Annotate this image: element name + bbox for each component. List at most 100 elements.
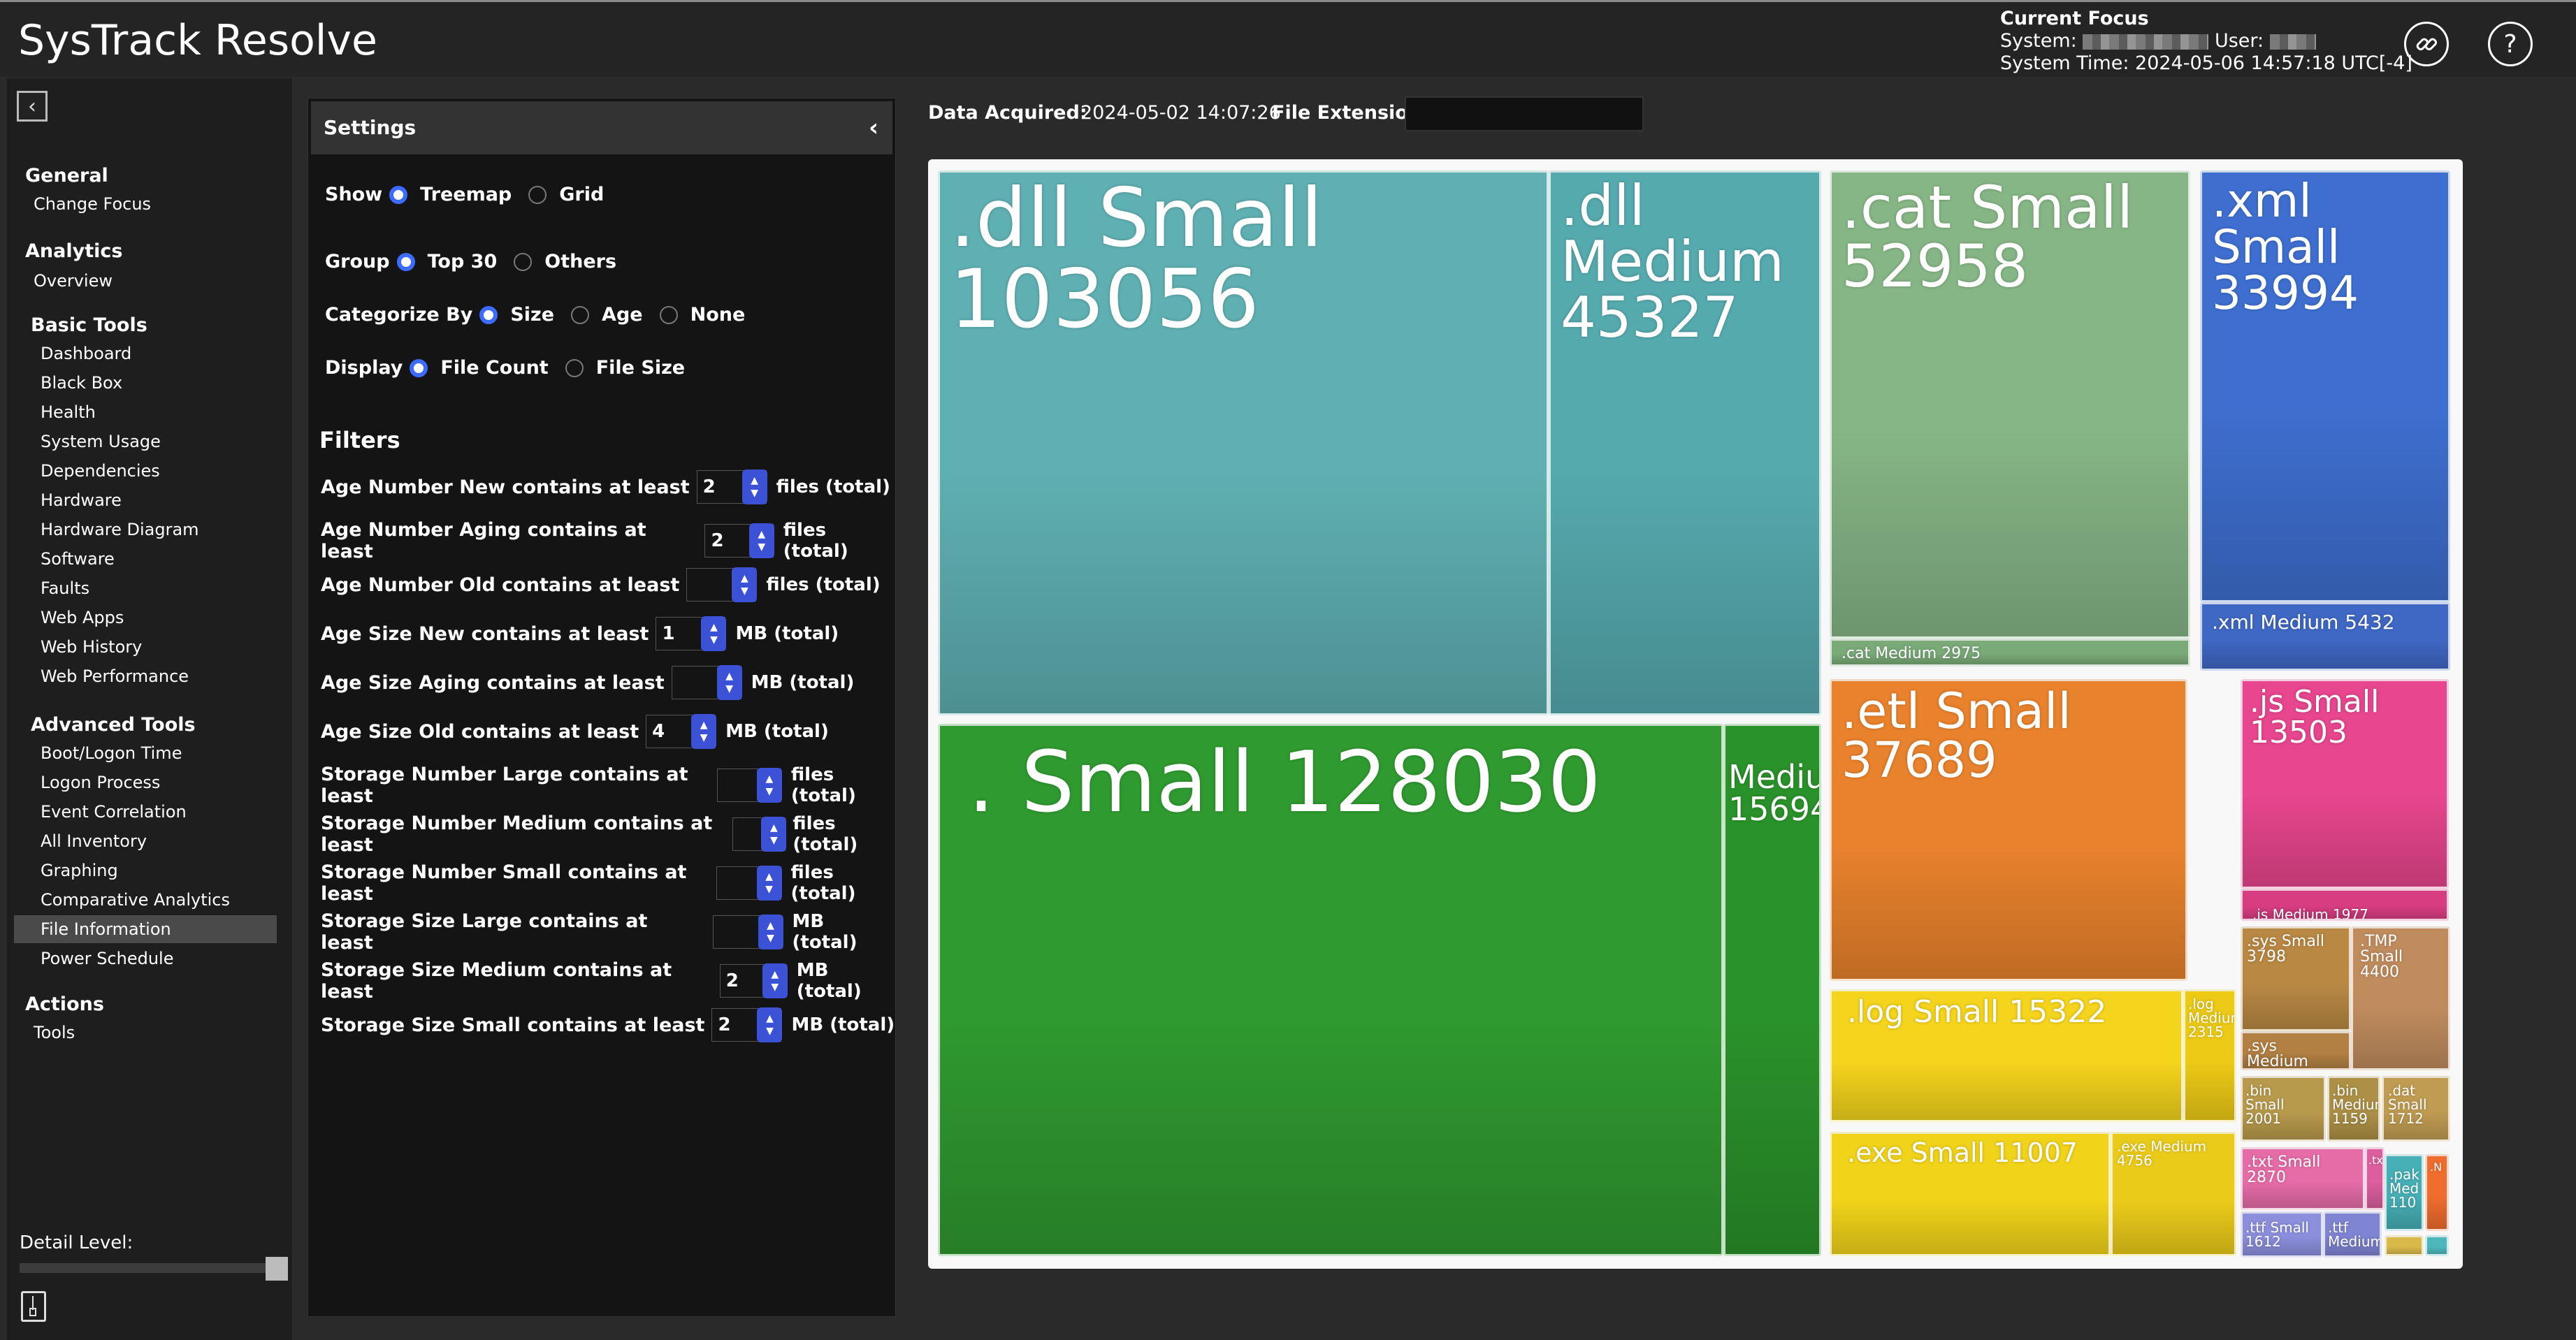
nav-item-graphing[interactable]: Graphing bbox=[41, 861, 118, 880]
filter-value[interactable]: 1 bbox=[662, 623, 675, 644]
filter-number-input[interactable]: 2 ▲ ▼ bbox=[719, 963, 788, 998]
treemap-tile[interactable]: .dat Small 1712 bbox=[2382, 1076, 2450, 1142]
filter-value[interactable]: 2 bbox=[718, 1014, 731, 1035]
treemap-tile[interactable]: . Small 128030 bbox=[938, 724, 1723, 1256]
filter-number-input[interactable]: ▲ ▼ bbox=[686, 567, 758, 602]
filter-value[interactable]: 2 bbox=[702, 476, 716, 497]
slider-thumb[interactable] bbox=[266, 1257, 288, 1281]
treemap-tile[interactable]: Mediu 15694 bbox=[1723, 724, 1821, 1256]
treemap-tile[interactable] bbox=[2385, 1235, 2424, 1256]
group-option-top-30[interactable]: Top 30 bbox=[427, 251, 498, 272]
treemap-tile[interactable]: .TMP Small 4400 bbox=[2351, 926, 2450, 1070]
treemap-tile[interactable]: .sys Medium bbox=[2241, 1031, 2351, 1070]
filter-number-input[interactable]: ▲ ▼ bbox=[712, 915, 783, 949]
treemap-tile[interactable]: .xml Small 33994 bbox=[2200, 170, 2450, 602]
nav-item-hardware[interactable]: Hardware bbox=[41, 490, 122, 510]
treemap-tile[interactable]: .js Medium 1977 bbox=[2241, 889, 2449, 921]
spinner-arrows-icon[interactable]: ▲ ▼ bbox=[716, 665, 742, 700]
treemap-tile[interactable]: .cat Medium 2975 bbox=[1830, 639, 2190, 667]
treemap-tile[interactable]: .exe Small 11007 bbox=[1830, 1132, 2111, 1256]
treemap-tile[interactable]: .N bbox=[2425, 1154, 2449, 1231]
settings-header[interactable]: Settings ‹ bbox=[311, 101, 892, 154]
spinner-arrows-icon[interactable]: ▲ ▼ bbox=[756, 866, 782, 901]
filter-number-input[interactable]: 2 ▲ ▼ bbox=[711, 1007, 783, 1042]
nav-item-overview[interactable]: Overview bbox=[34, 271, 113, 291]
filter-number-input[interactable]: ▲ ▼ bbox=[732, 817, 787, 852]
radio-top-30[interactable] bbox=[396, 252, 415, 271]
spinner-arrows-icon[interactable]: ▲ ▼ bbox=[701, 616, 727, 651]
spinner-arrows-icon[interactable]: ▲ ▼ bbox=[732, 567, 758, 602]
radio-others[interactable] bbox=[514, 252, 533, 271]
treemap-tile[interactable]: .dll Medium 45327 bbox=[1549, 170, 1821, 715]
nav-item-dashboard[interactable]: Dashboard bbox=[41, 344, 132, 363]
radio-file-size[interactable] bbox=[565, 358, 584, 377]
treemap-tile[interactable]: .ttf Small 1612 bbox=[2241, 1211, 2323, 1258]
nav-item-boot-logon-time[interactable]: Boot/Logon Time bbox=[41, 743, 182, 763]
treemap-tile[interactable]: .bin Medium 1159 bbox=[2327, 1076, 2380, 1142]
treemap-tile[interactable]: .js Small 13503 bbox=[2241, 679, 2449, 889]
nav-item-dependencies[interactable]: Dependencies bbox=[41, 461, 160, 481]
file-extension-input[interactable] bbox=[1405, 96, 1644, 131]
link-icon[interactable] bbox=[2404, 22, 2449, 66]
treemap-tile[interactable]: .log Medium 2315 bbox=[2183, 989, 2236, 1122]
categorize-option-age[interactable]: Age bbox=[602, 304, 643, 326]
treemap-tile[interactable] bbox=[2425, 1235, 2449, 1256]
spinner-arrows-icon[interactable]: ▲ ▼ bbox=[761, 817, 787, 852]
collapse-nav-button[interactable]: ‹ bbox=[17, 91, 48, 122]
treemap-tile[interactable]: .pak Med 110 bbox=[2385, 1154, 2424, 1231]
treemap-tile[interactable]: .xml Medium 5432 bbox=[2200, 602, 2450, 671]
treemap-tile[interactable]: .dll Small 103056 bbox=[938, 170, 1549, 715]
radio-none[interactable] bbox=[659, 305, 678, 324]
display-option-file-count[interactable]: File Count bbox=[440, 357, 549, 379]
nav-item-file-information[interactable]: File Information bbox=[14, 915, 277, 943]
spinner-arrows-icon[interactable]: ▲ ▼ bbox=[748, 523, 774, 558]
treemap-tile[interactable]: .txt Small 2870 bbox=[2241, 1147, 2365, 1210]
nav-item-power-schedule[interactable]: Power Schedule bbox=[41, 949, 174, 968]
nav-item-all-inventory[interactable]: All Inventory bbox=[41, 831, 147, 851]
treemap-tile[interactable]: .cat Small 52958 bbox=[1830, 170, 2190, 639]
nav-item-event-correlation[interactable]: Event Correlation bbox=[41, 802, 187, 822]
show-option-grid[interactable]: Grid bbox=[559, 184, 605, 205]
treemap-tile[interactable]: .log Small 15322 bbox=[1830, 989, 2183, 1122]
filter-number-input[interactable]: 4 ▲ ▼ bbox=[646, 714, 717, 749]
spinner-arrows-icon[interactable]: ▲ ▼ bbox=[762, 963, 788, 998]
spinner-arrows-icon[interactable]: ▲ ▼ bbox=[691, 714, 717, 749]
treemap-tile[interactable]: .etl Small 37689 bbox=[1830, 679, 2187, 981]
nav-item-health[interactable]: Health bbox=[41, 402, 96, 422]
spinner-arrows-icon[interactable]: ▲ ▼ bbox=[758, 915, 783, 949]
nav-item-logon-process[interactable]: Logon Process bbox=[41, 773, 161, 792]
categorize-option-size[interactable]: Size bbox=[510, 304, 555, 326]
filter-number-input[interactable]: 2 ▲ ▼ bbox=[696, 469, 767, 504]
treemap-tile[interactable]: .ttf Medium bbox=[2323, 1211, 2382, 1258]
radio-file-count[interactable] bbox=[410, 358, 428, 377]
spinner-arrows-icon[interactable]: ▲ ▼ bbox=[741, 469, 767, 504]
filter-number-input[interactable]: ▲ ▼ bbox=[671, 665, 742, 700]
nav-item-web-apps[interactable]: Web Apps bbox=[41, 608, 124, 627]
filter-value[interactable]: 2 bbox=[711, 530, 724, 551]
nav-item-comparative-analytics[interactable]: Comparative Analytics bbox=[41, 890, 230, 910]
filter-number-input[interactable]: ▲ ▼ bbox=[716, 866, 782, 901]
filter-number-input[interactable]: 1 ▲ ▼ bbox=[656, 616, 727, 651]
nav-item-web-performance[interactable]: Web Performance bbox=[41, 667, 189, 686]
nav-item-hardware-diagram[interactable]: Hardware Diagram bbox=[41, 520, 199, 539]
help-icon[interactable]: ? bbox=[2488, 22, 2533, 66]
nav-item-change-focus[interactable]: Change Focus bbox=[34, 194, 152, 214]
nav-item-black-box[interactable]: Black Box bbox=[41, 373, 123, 393]
treemap-tile[interactable]: .sys Small 3798 bbox=[2241, 926, 2351, 1031]
radio-age[interactable] bbox=[571, 305, 590, 324]
nav-item-tools[interactable]: Tools bbox=[34, 1023, 75, 1042]
filter-number-input[interactable]: 2 ▲ ▼ bbox=[704, 523, 774, 558]
nav-item-web-history[interactable]: Web History bbox=[41, 637, 143, 657]
spinner-arrows-icon[interactable]: ▲ ▼ bbox=[757, 1007, 783, 1042]
group-option-others[interactable]: Others bbox=[544, 251, 617, 272]
nav-item-faults[interactable]: Faults bbox=[41, 578, 90, 598]
filter-number-input[interactable]: ▲ ▼ bbox=[716, 768, 782, 803]
treemap-tile[interactable]: .bin Small 2001 bbox=[2241, 1076, 2326, 1142]
detail-level-slider[interactable] bbox=[20, 1257, 288, 1281]
radio-grid[interactable] bbox=[528, 185, 547, 204]
treemap-tile[interactable]: .exe Medium 4756 bbox=[2111, 1132, 2236, 1256]
show-option-treemap[interactable]: Treemap bbox=[420, 184, 512, 205]
radio-size[interactable] bbox=[479, 305, 498, 324]
treemap-tile[interactable]: .txt bbox=[2365, 1147, 2385, 1210]
collapse-settings-icon[interactable]: ‹ bbox=[868, 114, 878, 142]
